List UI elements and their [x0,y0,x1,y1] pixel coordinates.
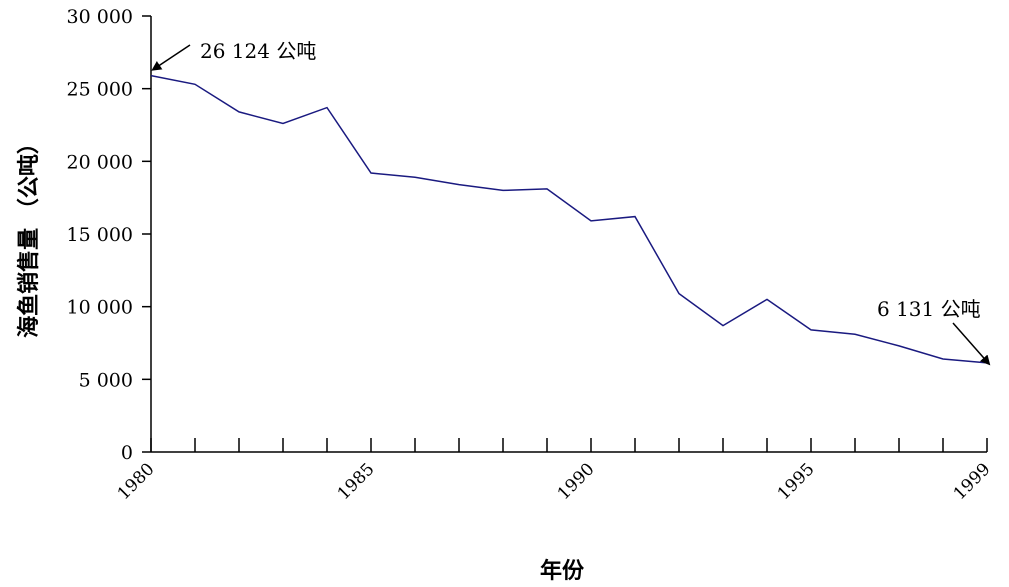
y-tick-label: 25 000 [67,79,133,101]
y-tick-label: 30 000 [67,6,133,28]
y-tick-label: 20 000 [67,151,133,173]
x-tick-label: 1980 [114,459,159,504]
y-axis-title: 海鱼销售量 （公吨） [16,132,42,338]
y-tick-label: 0 [121,442,133,464]
y-tick-label: 5 000 [79,369,133,391]
y-tick-label: 15 000 [67,224,133,246]
annotation-arrow-1980 [151,44,191,71]
x-tick-label: 1995 [774,459,819,504]
x-ticks: 1980 1985 1990 1995 1999 [114,438,995,504]
series-line [150,74,988,364]
x-axis-title: 年份 [540,558,585,584]
x-tick-label: 1990 [554,459,599,504]
y-ticks: 0 5 000 10 000 15 000 20 000 25 000 30 000 [67,6,151,464]
x-tick-label: 1999 [950,459,995,504]
annotation-label-1999: 6 131 公吨 [877,297,981,321]
y-tick-label: 10 000 [67,297,133,319]
x-tick-label: 1985 [334,459,379,504]
annotation-label-1980: 26 124 公吨 [200,39,316,63]
annotation-arrow-1999 [952,322,991,366]
